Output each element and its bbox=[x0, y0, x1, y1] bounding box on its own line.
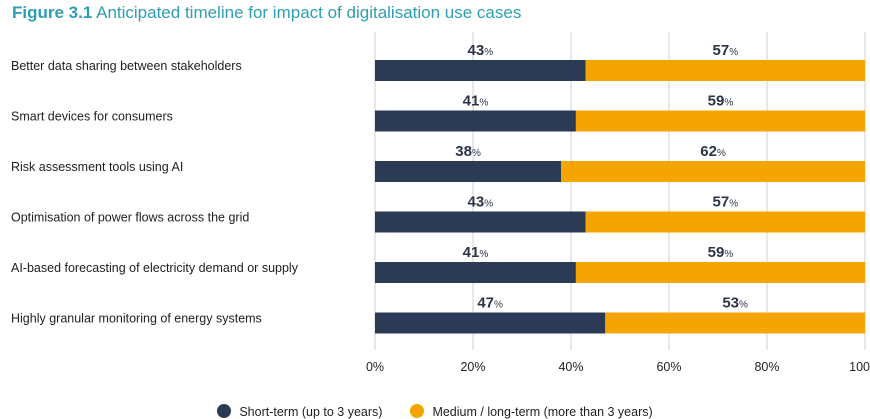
category-label: Optimisation of power flows across the g… bbox=[11, 210, 249, 224]
bar-long-term bbox=[585, 60, 865, 81]
figure-number: Figure 3.1 bbox=[12, 3, 93, 22]
x-tick-label: 80% bbox=[754, 360, 779, 374]
legend-item: Short-term (up to 3 years) bbox=[217, 404, 382, 419]
category-label: AI-based forecasting of electricity dema… bbox=[11, 261, 299, 275]
category-label: Risk assessment tools using AI bbox=[11, 160, 183, 174]
value-label-long-term: 53% bbox=[722, 295, 748, 312]
legend-label: Medium / long-term (more than 3 years) bbox=[432, 405, 653, 419]
bar-long-term bbox=[575, 110, 865, 132]
bar-short-term bbox=[375, 110, 576, 132]
value-label-long-term: 62% bbox=[700, 143, 726, 160]
x-tick-label: 60% bbox=[656, 360, 681, 374]
legend-swatch-icon bbox=[410, 404, 425, 419]
value-label-short-term: 43% bbox=[468, 194, 494, 211]
bar-long-term bbox=[575, 262, 865, 283]
value-label-short-term: 43% bbox=[468, 42, 494, 59]
value-label-short-term: 38% bbox=[455, 143, 481, 160]
category-label: Smart devices for consumers bbox=[11, 109, 173, 123]
legend-swatch-icon bbox=[217, 404, 232, 419]
legend: Short-term (up to 3 years) Medium / long-… bbox=[0, 404, 870, 419]
bar-short-term bbox=[375, 211, 586, 233]
bar-long-term bbox=[605, 312, 865, 334]
x-tick-label: 40% bbox=[558, 360, 583, 374]
bar-long-term bbox=[585, 211, 865, 233]
legend-label: Short-term (up to 3 years) bbox=[239, 405, 383, 419]
value-label-short-term: 41% bbox=[463, 93, 489, 110]
chart-title: Figure 3.1 Anticipated timeline for impa… bbox=[12, 3, 521, 23]
bar-short-term bbox=[375, 161, 562, 182]
value-label-long-term: 57% bbox=[713, 194, 739, 211]
value-label-long-term: 59% bbox=[708, 244, 734, 261]
x-tick-label: 20% bbox=[460, 360, 485, 374]
value-label-long-term: 57% bbox=[713, 42, 739, 59]
x-tick-label: 100 bbox=[849, 360, 870, 374]
figure-title: Anticipated timeline for impact of digit… bbox=[96, 3, 522, 22]
value-label-short-term: 47% bbox=[477, 295, 503, 312]
value-label-long-term: 59% bbox=[708, 93, 734, 110]
category-label: Highly granular monitoring of energy sys… bbox=[11, 311, 262, 325]
category-label: Better data sharing between stakeholders bbox=[11, 59, 242, 73]
bar-short-term bbox=[375, 262, 576, 283]
bar-long-term bbox=[561, 161, 865, 182]
bar-short-term bbox=[375, 60, 586, 81]
value-label-short-term: 41% bbox=[463, 244, 489, 261]
legend-item: Medium / long-term (more than 3 years) bbox=[410, 404, 653, 419]
bar-short-term bbox=[375, 312, 606, 334]
x-tick-label: 0% bbox=[366, 360, 384, 374]
